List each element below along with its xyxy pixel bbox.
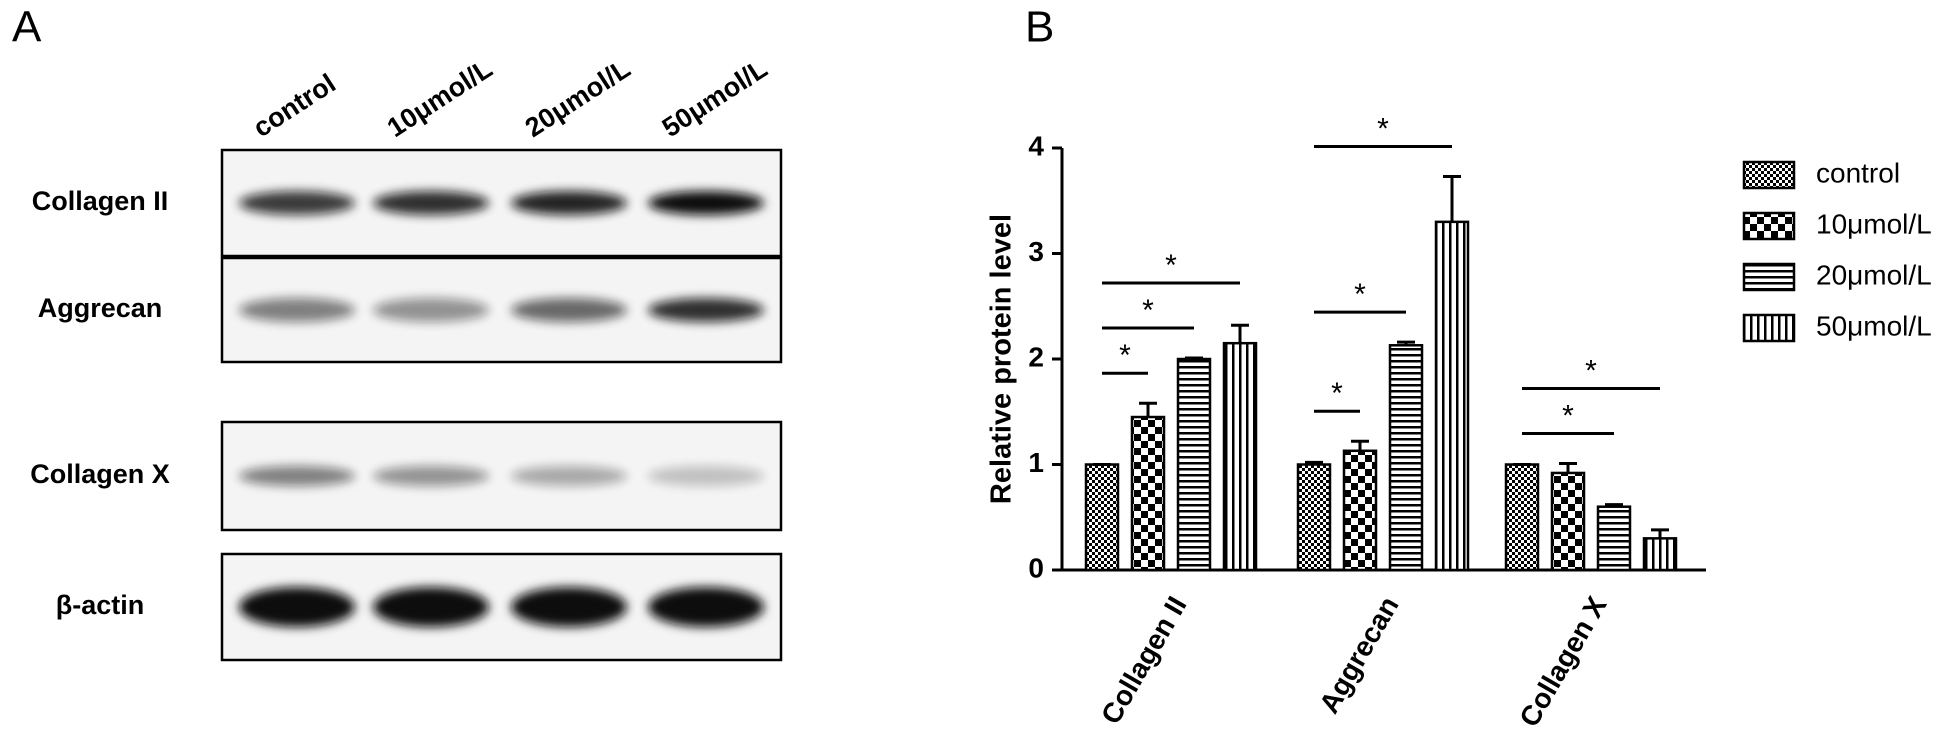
blot-band (648, 191, 764, 215)
lane-label: control (248, 68, 341, 143)
legend-label: control (1816, 157, 1900, 188)
y-tick-label: 4 (1028, 130, 1044, 161)
blot-band (373, 191, 489, 215)
lane-label: 20μmol/L (520, 53, 636, 143)
blot-band (511, 466, 627, 486)
legend-swatch (1742, 211, 1796, 241)
significance-label: * (1354, 278, 1366, 311)
y-axis-label: Relative protein level (986, 214, 1018, 504)
lane-label: 50μmol/L (657, 53, 773, 143)
bar (1642, 537, 1678, 572)
blot-band (239, 587, 355, 627)
blot-band (648, 298, 764, 322)
y-tick-label: 0 (1028, 552, 1044, 583)
panel-label: A (12, 3, 42, 52)
x-tick-label: Collagen II (1095, 591, 1193, 729)
legend-label: 20μmol/L (1816, 259, 1932, 290)
legend-label: 50μmol/L (1816, 310, 1932, 341)
significance-label: * (1142, 294, 1154, 327)
blot-band (239, 466, 355, 486)
blot-band (239, 298, 355, 322)
bar (1388, 344, 1424, 572)
row-label: Collagen X (30, 459, 170, 489)
bar (1504, 463, 1540, 572)
row-label: β-actin (56, 590, 145, 620)
row-label: Collagen II (32, 186, 169, 216)
legend-swatch (1742, 313, 1796, 343)
y-tick-label: 1 (1028, 447, 1044, 478)
legend-swatch (1742, 160, 1796, 190)
significance-label: * (1562, 399, 1574, 432)
blot-band (511, 298, 627, 322)
bar (1550, 471, 1586, 572)
row-label: Aggrecan (38, 293, 163, 323)
y-tick-label: 2 (1028, 341, 1044, 372)
bar (1084, 463, 1120, 572)
blot-band (648, 587, 764, 627)
bar (1176, 357, 1212, 572)
blot-band (373, 298, 489, 322)
blot-band (511, 191, 627, 215)
significance-label: * (1377, 112, 1389, 145)
blot-band (239, 191, 355, 215)
significance-label: * (1331, 377, 1343, 410)
blot-band (511, 587, 627, 627)
legend-label: 10μmol/L (1816, 208, 1932, 239)
significance-label: * (1119, 339, 1131, 372)
bar (1296, 463, 1332, 572)
blot-band (373, 466, 489, 486)
bar (1130, 415, 1166, 572)
bar (1342, 449, 1378, 572)
panel-label: B (1025, 3, 1054, 52)
blot-band (648, 466, 764, 486)
x-tick-label: Collagen X (1513, 591, 1612, 732)
y-tick-label: 3 (1028, 236, 1044, 267)
legend-swatch (1742, 262, 1796, 292)
lane-label: 10μmol/L (382, 53, 498, 143)
x-tick-label: Aggrecan (1313, 591, 1404, 718)
significance-label: * (1165, 249, 1177, 282)
blot-band (373, 587, 489, 627)
bar (1434, 220, 1470, 572)
bar (1596, 505, 1632, 572)
significance-label: * (1585, 354, 1597, 387)
bar (1222, 341, 1258, 572)
